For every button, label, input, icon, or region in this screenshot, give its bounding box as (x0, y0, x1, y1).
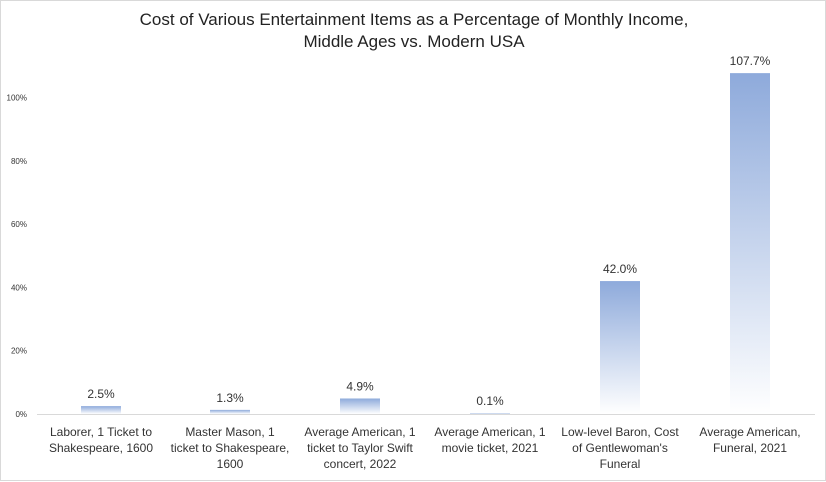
bar (470, 413, 510, 414)
x-category-label-line: Shakespeare, 1600 (49, 441, 153, 455)
x-category-label: Average American, Funeral, 2021 (699, 425, 800, 455)
x-axis-labels: Laborer, 1 Ticket to Shakespeare, 1600 Mas… (49, 425, 801, 471)
y-tick-label: 0% (15, 410, 27, 419)
x-category-label: Average American, 1 ticket to Taylor Swif… (304, 425, 416, 471)
chart-title-line-1: Cost of Various Entertainment Items as a… (139, 10, 689, 29)
x-category-label-line: Average American, 1 (304, 425, 416, 439)
x-category-label-line: ticket to Taylor Swift (307, 441, 413, 455)
y-tick-label: 100% (7, 94, 27, 103)
bar (730, 73, 770, 414)
bar (81, 406, 121, 414)
bar-value-label: 4.9% (346, 379, 374, 393)
chart-title-line-2: Middle Ages vs. Modern USA (303, 32, 525, 51)
y-tick-label: 40% (11, 283, 27, 292)
x-category-label-line: movie ticket, 2021 (442, 441, 539, 455)
data-labels: 2.5% 1.3% 4.9% 0.1% 42.0% 107.7% (87, 54, 770, 408)
x-category-label-line: 1600 (217, 457, 244, 471)
x-category-label-line: concert, 2022 (324, 457, 397, 471)
bar (600, 281, 640, 414)
x-category-label-line: Average American, (699, 425, 800, 439)
chart-title: Cost of Various Entertainment Items as a… (1, 9, 826, 53)
bar-value-label: 42.0% (603, 262, 637, 276)
bar-series (81, 73, 770, 414)
y-axis: 0% 20% 40% 60% 80% 100% (7, 94, 815, 419)
bar-value-label: 1.3% (216, 391, 244, 405)
x-category-label-line: Funeral (600, 457, 641, 471)
bar-value-label: 107.7% (730, 54, 771, 68)
x-category-label: Low-level Baron, Cost of Gentlewoman's Fun… (561, 425, 679, 471)
bar-value-label: 2.5% (87, 387, 115, 401)
y-tick-label: 60% (11, 220, 27, 229)
x-category-label-line: Laborer, 1 Ticket to (50, 425, 152, 439)
bar-value-label: 0.1% (476, 394, 504, 408)
x-category-label-line: Average American, 1 (434, 425, 546, 439)
y-tick-label: 80% (11, 157, 27, 166)
x-category-label-line: Master Mason, 1 (185, 425, 275, 439)
y-tick-label: 20% (11, 347, 27, 356)
x-category-label: Master Mason, 1 ticket to Shakespeare, 160… (171, 425, 290, 471)
x-category-label: Laborer, 1 Ticket to Shakespeare, 1600 (49, 425, 153, 455)
x-category-label: Average American, 1 movie ticket, 2021 (434, 425, 546, 455)
x-category-label-line: Funeral, 2021 (713, 441, 787, 455)
bar (210, 409, 250, 414)
x-category-label-line: ticket to Shakespeare, (171, 441, 290, 455)
x-category-label-line: of Gentlewoman's (572, 441, 668, 455)
bar (340, 398, 380, 414)
x-category-label-line: Low-level Baron, Cost (561, 425, 679, 439)
